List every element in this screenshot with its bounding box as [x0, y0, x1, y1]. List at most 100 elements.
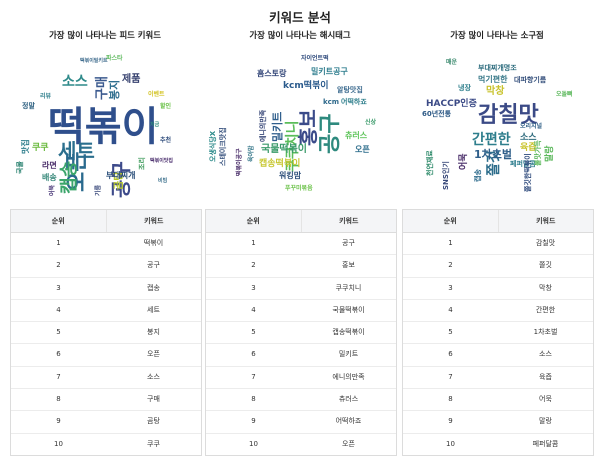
- keyword-cell: 공구: [342, 239, 355, 247]
- rank-cell: 2: [56, 261, 61, 270]
- cloud-word: 1차초벌: [474, 147, 512, 161]
- rank-cell: 6: [251, 350, 256, 359]
- table-row: 4 간편한: [403, 300, 593, 323]
- cloud-word: 조리: [137, 157, 146, 170]
- cloud-word: 부대찌개: [106, 170, 135, 180]
- keyword-cell: 쿠쿠: [147, 439, 160, 448]
- table-row: 2 쫄깃: [403, 255, 593, 278]
- rank-cell: 4: [56, 305, 61, 314]
- keyword-cell: 홍보: [342, 261, 355, 270]
- cloud-word: 에니의만족: [258, 109, 267, 142]
- cloud-word: 봉지: [107, 80, 121, 100]
- keyword-header[interactable]: 키워드: [339, 217, 359, 225]
- rank-cell: 4: [251, 305, 256, 314]
- cloud-word: 비빔: [158, 177, 168, 184]
- table-row: 9 말랑: [403, 411, 593, 434]
- keyword-header[interactable]: 키워드: [144, 217, 164, 225]
- cloud-word: 워킹맘: [279, 170, 302, 180]
- cloud-word: 60년전통: [422, 109, 452, 118]
- cloud-word: SNS인기: [441, 161, 450, 190]
- cloud-word: 추천: [160, 136, 172, 144]
- wordcloud-svg: 떡볶이 세트 오픈 캡송 공구 소스 구매 봉지 곰탕 쿠쿠 부대찌개 제품 라…: [15, 54, 173, 198]
- cloud-word: 불맛가득: [533, 140, 542, 166]
- cloud-word: 떡볶이: [48, 104, 158, 150]
- table-row: 5 캡송떡볶이: [206, 322, 396, 345]
- hashtag-title: 가장 많이 나타나는 해시태그: [249, 30, 351, 40]
- cloud-word: 제품: [122, 72, 140, 85]
- cloud-word: 오픈: [355, 145, 370, 154]
- table-row: 8 츄러스: [206, 389, 396, 412]
- keyword-header[interactable]: 키워드: [536, 217, 556, 225]
- cloud-word: 오돌뼈: [556, 90, 573, 98]
- feed-keyword-title: 가장 많이 나타나는 피드 키워드: [49, 30, 161, 40]
- rank-cell: 7: [448, 372, 453, 381]
- table-row: 4 국물떡볶이: [206, 300, 396, 323]
- keyword-cell: 간편한: [535, 305, 556, 314]
- table-row: 9 어떡하죠: [206, 411, 396, 434]
- keyword-cell: 밀키트: [338, 350, 359, 359]
- cloud-word: kcm: [323, 98, 339, 106]
- table-row: 7 에니의만족: [206, 367, 396, 390]
- rank-cell: 3: [56, 283, 61, 292]
- page-title: 키워드 분석: [269, 10, 331, 25]
- cloud-word: 파스타: [106, 54, 123, 62]
- cloud-word: 말랑: [543, 145, 555, 162]
- cloud-word: 어떡하죠: [341, 97, 367, 106]
- cloud-word: 배송: [42, 172, 57, 182]
- rank-header[interactable]: 순위: [206, 210, 302, 232]
- keyword-cell: 소스: [147, 372, 160, 381]
- cloud-word: 자이언트떡: [301, 54, 329, 62]
- cloud-word: 세트: [58, 139, 95, 163]
- rank-header[interactable]: 순위: [403, 210, 499, 232]
- keyword-cell: 쿠쿠치니: [335, 283, 362, 292]
- rank-header[interactable]: 순위: [11, 210, 107, 232]
- cloud-word: 떡볶이맛집: [150, 157, 173, 164]
- table-row: 3 막창: [403, 278, 593, 300]
- cloud-word: 떡볶이밀키트: [80, 57, 108, 64]
- cloud-word: 밀키트공구: [311, 66, 348, 76]
- cloud-word: 구매: [95, 76, 110, 100]
- cloud-word: 공구: [109, 161, 133, 198]
- table-body: 1 떡볶이 2 공구 3 캡송 4 세트 5 봉지 6 오픈 7 소스 8 구매 9 곰탕 10 쿠…: [11, 233, 201, 455]
- table-row: 3 쿠쿠치니: [206, 278, 396, 300]
- cloud-word: 정말: [22, 101, 35, 110]
- cloud-word: 신상: [365, 118, 377, 126]
- rank-cell: 3: [448, 283, 453, 292]
- cloud-word: 밀키트: [270, 112, 284, 142]
- cloud-word: 냉장: [458, 83, 471, 92]
- keyword-cell: 공구: [147, 261, 160, 270]
- cloud-word: HACCP인증: [426, 98, 477, 109]
- keyword-cell: 구매: [147, 395, 160, 404]
- cloud-word: 국물: [15, 161, 24, 174]
- table-row: 2 홍보: [206, 255, 396, 278]
- table-row: 6 밀키트: [206, 344, 396, 367]
- rank-cell: 6: [448, 350, 453, 359]
- table-row: 1 감칠맛: [403, 233, 593, 256]
- cloud-word: 캡송: [59, 161, 80, 194]
- rank-cell: 5: [56, 328, 61, 337]
- cloud-word: 리뷰: [40, 92, 52, 100]
- table-row: 7 육즙: [403, 367, 593, 390]
- cloud-word: 부대찌개명조: [478, 63, 517, 72]
- cloud-word: 쫄깃한떡볶이: [523, 153, 532, 192]
- table-row: 1 떡볶이: [11, 233, 201, 256]
- cloud-word: 쿠쿠: [32, 142, 49, 153]
- keyword-cell: 어묵: [539, 395, 552, 404]
- keyword-cell: 세트: [147, 305, 160, 314]
- table-row: 4 세트: [11, 300, 201, 323]
- cloud-word: 캡송떡볶이: [259, 157, 300, 169]
- feed-keyword-table: 순위 키워드 1 떡볶이 2 공구 3 캡송 4 세트 5 봉지 6 오픈 7 소스 8 구매 …: [10, 209, 202, 456]
- keyword-cell: 캡송떡볶이: [332, 328, 365, 337]
- cloud-word: 알탕맛집: [337, 85, 363, 94]
- rank-cell: 1: [448, 239, 453, 247]
- cloud-word: 오생식당X: [208, 130, 217, 162]
- cloud-word: kcm떡볶이: [283, 79, 329, 91]
- cloud-word: 페퍼달콤: [510, 159, 536, 168]
- cloud-word: 육즙: [520, 142, 537, 153]
- feed-keyword-wordcloud: 떡볶이 세트 오픈 캡송 공구 소스 구매 봉지 곰탕 쿠쿠 부대찌개 제품 라…: [10, 42, 200, 198]
- keyword-cell: 육즙: [539, 372, 552, 381]
- rank-cell: 10: [54, 439, 63, 448]
- cloud-word: 캡송: [473, 169, 482, 182]
- keyword-cell: 감칠맛: [535, 239, 556, 247]
